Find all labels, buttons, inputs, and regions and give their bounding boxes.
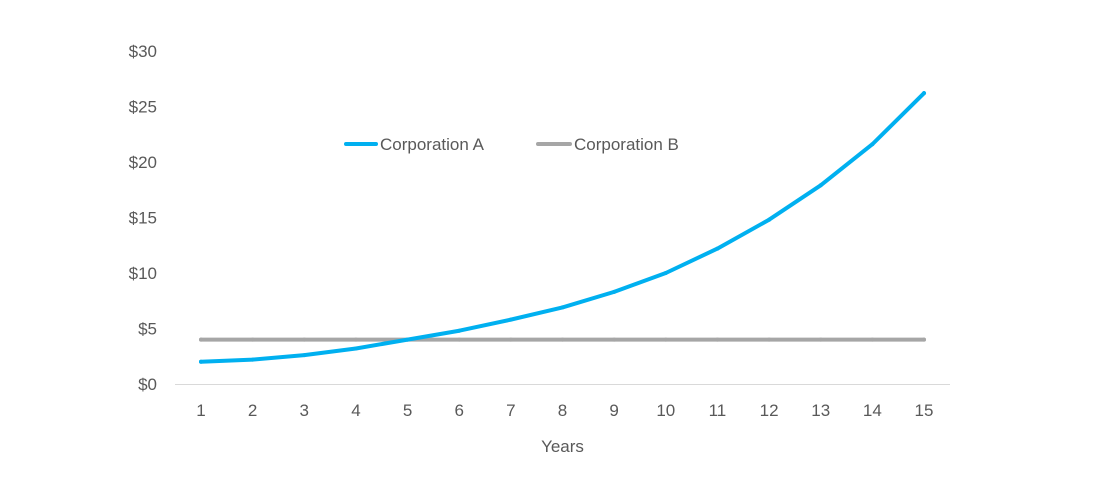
legend-label: Corporation A: [380, 135, 485, 154]
series-point: [870, 142, 875, 147]
x-tick-label: 3: [300, 401, 309, 420]
series-point: [250, 337, 255, 342]
x-tick-label: 15: [915, 401, 934, 420]
y-tick-label: $5: [138, 320, 157, 339]
x-tick-label: 14: [863, 401, 882, 420]
series-point: [199, 337, 203, 342]
x-tick-label: 11: [709, 401, 727, 420]
x-tick-label: 12: [760, 401, 779, 420]
y-axis-ticks: $0 $5 $10 $15 $20 $25 $30: [129, 42, 157, 394]
series-point: [663, 337, 668, 342]
series-point: [560, 337, 565, 342]
series-point: [715, 337, 720, 342]
series-point: [405, 337, 410, 342]
series-point: [302, 337, 307, 342]
series-point: [715, 246, 720, 251]
x-tick-label: 4: [351, 401, 360, 420]
series-point: [508, 337, 513, 342]
series-point: [508, 317, 513, 322]
series-point: [663, 271, 668, 275]
series-point: [922, 337, 926, 342]
x-tick-label: 7: [506, 401, 515, 420]
series-point: [457, 328, 462, 333]
series-point: [922, 91, 926, 96]
x-tick-label: 2: [248, 401, 257, 420]
series-line: [199, 91, 926, 364]
x-tick-label: 1: [196, 401, 205, 420]
series-point: [870, 337, 875, 342]
series-point: [302, 353, 307, 358]
x-tick-label: 10: [656, 401, 675, 420]
series-point: [199, 359, 203, 364]
x-tick-label: 8: [558, 401, 567, 420]
series-point: [767, 217, 772, 222]
series-point: [560, 305, 565, 310]
series-point: [818, 337, 823, 342]
y-tick-label: $20: [129, 153, 157, 172]
y-tick-label: $0: [138, 375, 157, 394]
series-point: [612, 289, 617, 294]
x-tick-label: 13: [811, 401, 830, 420]
series-layer: [199, 91, 926, 364]
series-point: [353, 337, 358, 342]
x-axis-title: Years: [541, 437, 584, 456]
legend: Corporation A Corporation B: [344, 135, 679, 154]
y-tick-label: $10: [129, 264, 157, 283]
x-axis-ticks: 1 2 3 4 5 6 7 8 9 10 11 12 13 14 15: [196, 401, 933, 420]
x-tick-label: 5: [403, 401, 412, 420]
y-tick-label: $30: [129, 42, 157, 61]
series-point: [250, 357, 255, 362]
y-tick-label: $15: [129, 209, 157, 228]
x-tick-label: 9: [609, 401, 618, 420]
series-point: [353, 346, 358, 351]
series-point: [457, 337, 462, 342]
x-tick-label: 6: [454, 401, 463, 420]
series-point: [767, 337, 772, 342]
y-tick-label: $25: [129, 98, 157, 117]
series-point: [612, 337, 617, 342]
series-point: [818, 183, 823, 188]
legend-label: Corporation B: [574, 135, 679, 154]
